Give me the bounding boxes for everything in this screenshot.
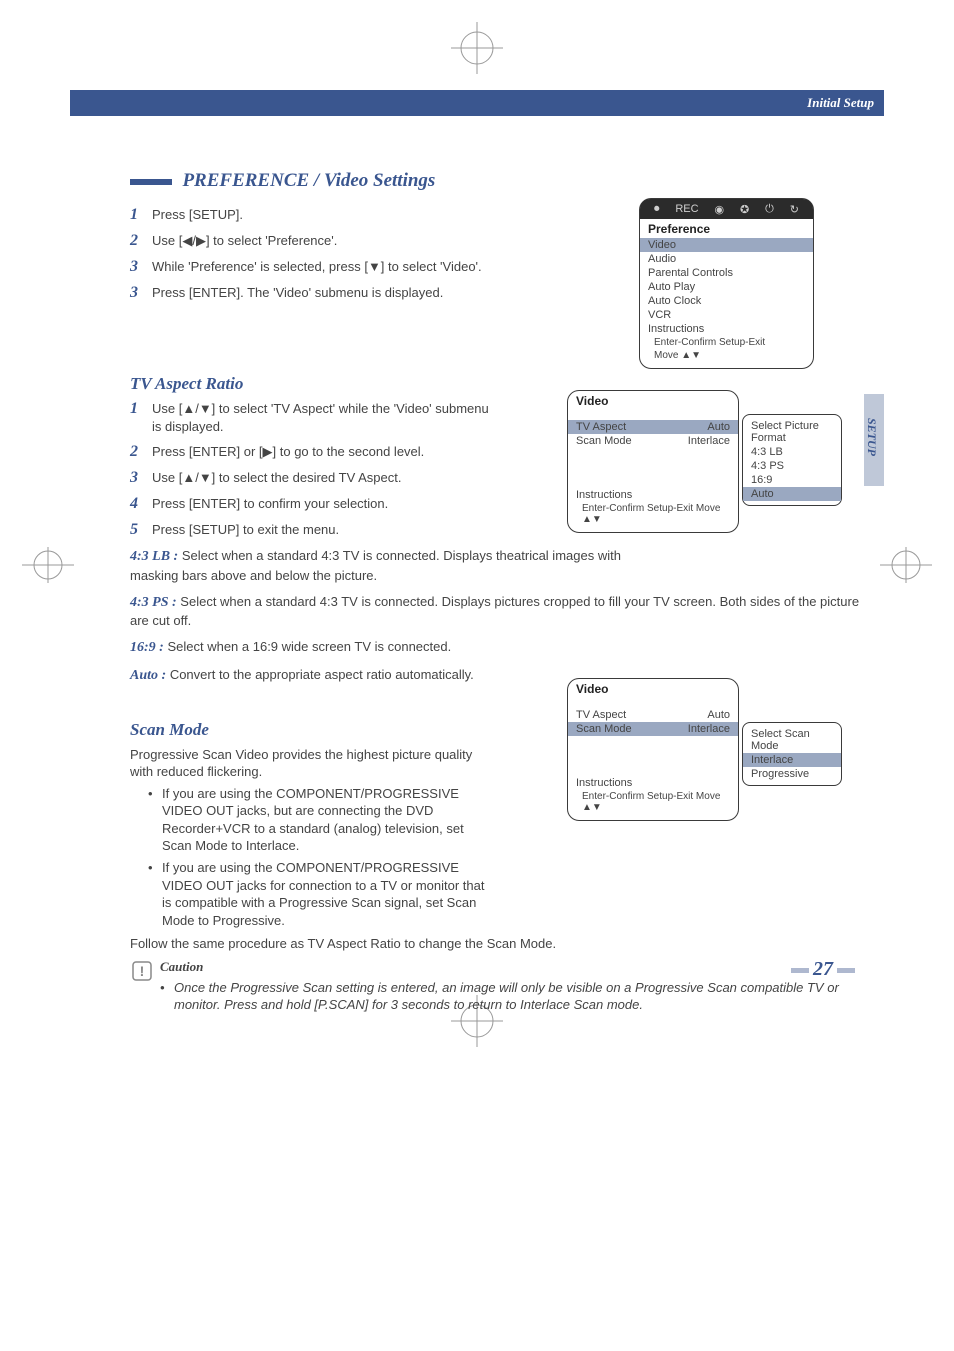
page-number-dash bbox=[837, 968, 855, 973]
step: 2Use [◀/▶] to select 'Preference'. bbox=[130, 232, 640, 250]
content: PREFERENCE / Video Settings 1Press [SETU… bbox=[130, 170, 864, 1020]
step: 4Press [ENTER] to confirm your selection… bbox=[130, 495, 490, 513]
section-tv-aspect: TV Aspect Ratio 1Use [▲/▼] to select 'TV… bbox=[130, 374, 864, 686]
crop-mark-top bbox=[447, 18, 507, 78]
section-scan-mode: Scan Mode Progressive Scan Video provide… bbox=[130, 720, 864, 1020]
caution-label: Caution bbox=[160, 959, 864, 975]
step: 5Press [SETUP] to exit the menu. bbox=[130, 521, 490, 539]
scan-follow: Follow the same procedure as TV Aspect R… bbox=[130, 935, 864, 953]
side-tab: SETUP bbox=[864, 394, 884, 486]
term-auto: Auto : Convert to the appropriate aspect… bbox=[130, 666, 864, 686]
heading-scan-mode: Scan Mode bbox=[130, 720, 864, 740]
heading-tv-aspect: TV Aspect Ratio bbox=[130, 374, 864, 394]
section-preference: PREFERENCE / Video Settings 1Press [SETU… bbox=[130, 170, 864, 302]
term-43lb: 4:3 LB : Select when a standard 4:3 TV i… bbox=[130, 547, 650, 584]
heading-preference: PREFERENCE / Video Settings bbox=[182, 170, 435, 191]
bullet: If you are using the COMPONENT/PROGRESSI… bbox=[148, 859, 488, 929]
bullet: If you are using the COMPONENT/PROGRESSI… bbox=[148, 785, 488, 855]
step: 1Use [▲/▼] to select 'TV Aspect' while t… bbox=[130, 400, 490, 435]
step: 3Use [▲/▼] to select the desired TV Aspe… bbox=[130, 469, 490, 487]
caution-block: ! Caution Once the Progressive Scan sett… bbox=[130, 959, 864, 1020]
step: 2Press [ENTER] or [▶] to go to the secon… bbox=[130, 443, 490, 461]
crop-mark-left bbox=[18, 545, 78, 585]
step: 3While 'Preference' is selected, press [… bbox=[130, 258, 640, 276]
step: 1Press [SETUP]. bbox=[130, 206, 640, 224]
side-tab-label: SETUP bbox=[864, 418, 879, 456]
step: 3Press [ENTER]. The 'Video' submenu is d… bbox=[130, 284, 640, 302]
page-number: 27 bbox=[787, 958, 859, 981]
header-band: Initial Setup bbox=[70, 90, 884, 116]
heading-rule bbox=[130, 179, 172, 185]
crop-mark-right bbox=[876, 545, 936, 585]
page-number-dash bbox=[791, 968, 809, 973]
caution-text: Once the Progressive Scan setting is ent… bbox=[160, 979, 864, 1014]
page: Initial Setup SETUP ⏺ REC ◉ ✪ ⏻ ↻ Prefer… bbox=[0, 0, 954, 1351]
scan-intro: Progressive Scan Video provides the high… bbox=[130, 746, 480, 781]
term-169: 16:9 : Select when a 16:9 wide screen TV… bbox=[130, 638, 864, 658]
term-43ps: 4:3 PS : Select when a standard 4:3 TV i… bbox=[130, 593, 864, 630]
caution-icon: ! bbox=[130, 959, 154, 983]
header-label: Initial Setup bbox=[807, 95, 874, 111]
svg-text:!: ! bbox=[140, 963, 145, 979]
